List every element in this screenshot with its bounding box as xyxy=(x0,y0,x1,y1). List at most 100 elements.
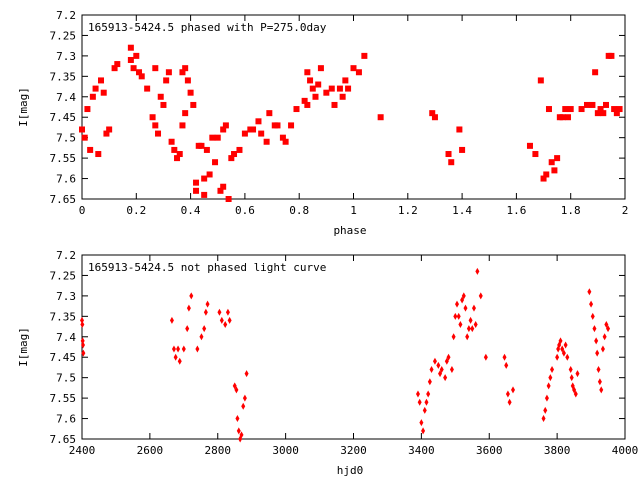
x-tick-label: 2400 xyxy=(69,444,96,457)
data-point xyxy=(526,142,533,149)
data-point xyxy=(328,85,335,92)
x-tick-label: 1.8 xyxy=(561,204,581,217)
data-point xyxy=(236,146,243,153)
data-point xyxy=(564,114,571,121)
data-point xyxy=(611,106,618,113)
data-point xyxy=(342,77,349,84)
data-point xyxy=(463,304,468,312)
data-point xyxy=(361,52,368,59)
data-point xyxy=(439,365,444,373)
data-point xyxy=(176,151,183,158)
data-points xyxy=(80,267,611,443)
data-point xyxy=(589,101,596,108)
data-point xyxy=(468,316,473,324)
data-point xyxy=(600,110,607,117)
data-point xyxy=(168,138,175,145)
data-point xyxy=(87,146,94,153)
data-point xyxy=(502,353,507,361)
data-point xyxy=(81,341,86,349)
data-point xyxy=(92,85,99,92)
data-point xyxy=(583,101,590,108)
data-point xyxy=(507,398,512,406)
data-point xyxy=(263,138,270,145)
data-point xyxy=(81,134,88,141)
data-point xyxy=(336,85,343,92)
data-point xyxy=(592,69,599,76)
data-point xyxy=(602,333,607,341)
data-point xyxy=(451,333,456,341)
data-point xyxy=(174,155,181,162)
data-point xyxy=(551,167,558,174)
data-point xyxy=(345,85,352,92)
data-point xyxy=(203,308,208,316)
y-tick-label: 7.25 xyxy=(50,269,77,282)
data-point xyxy=(111,65,118,72)
data-point xyxy=(355,69,362,76)
x-tick-label: 2600 xyxy=(137,444,164,457)
x-tick-label: 0.2 xyxy=(126,204,146,217)
data-point xyxy=(173,353,178,361)
x-tick-label: 0.6 xyxy=(235,204,255,217)
y-tick-label: 7.65 xyxy=(50,433,77,446)
data-point xyxy=(471,304,476,312)
data-point xyxy=(562,106,569,113)
data-point xyxy=(602,101,609,108)
data-point xyxy=(212,159,219,166)
data-point xyxy=(222,122,229,129)
data-point xyxy=(136,69,143,76)
data-point xyxy=(293,106,300,113)
data-point xyxy=(595,349,600,357)
data-point xyxy=(288,122,295,129)
data-point xyxy=(228,155,235,162)
data-point xyxy=(606,325,611,333)
data-point xyxy=(478,292,483,300)
plot-frame xyxy=(81,254,626,440)
y-tick-label: 7.5 xyxy=(56,372,76,385)
data-point xyxy=(331,101,338,108)
data-point xyxy=(235,415,240,423)
data-point xyxy=(616,106,623,113)
data-point xyxy=(201,175,208,182)
data-point xyxy=(597,378,602,386)
data-point xyxy=(179,69,186,76)
y-tick-label: 7.6 xyxy=(56,413,76,426)
data-point xyxy=(203,146,210,153)
data-point xyxy=(171,146,178,153)
x-tick-label: 3400 xyxy=(408,444,435,457)
data-point xyxy=(456,126,463,133)
data-point xyxy=(304,101,311,108)
data-point xyxy=(80,321,85,329)
unphased-light-curve-plot: 165913-5424.5 not phased light curve hjd… xyxy=(17,249,638,477)
data-point xyxy=(309,85,316,92)
data-point xyxy=(589,300,594,308)
data-point xyxy=(217,187,224,194)
data-point xyxy=(449,365,454,373)
data-point xyxy=(532,151,539,158)
data-point xyxy=(282,138,289,145)
data-point xyxy=(89,93,96,100)
data-point xyxy=(561,349,566,357)
data-point xyxy=(130,65,137,72)
data-point xyxy=(505,390,510,398)
data-point xyxy=(184,77,191,84)
data-point xyxy=(176,345,181,353)
data-point xyxy=(171,345,176,353)
data-point xyxy=(144,85,151,92)
data-point xyxy=(81,349,86,357)
data-point xyxy=(448,159,455,166)
data-point xyxy=(459,146,466,153)
data-point xyxy=(193,187,200,194)
data-point xyxy=(573,390,578,398)
data-point xyxy=(426,390,431,398)
data-point xyxy=(274,122,281,129)
data-point xyxy=(84,106,91,113)
data-point xyxy=(227,316,232,324)
data-point xyxy=(445,151,452,158)
x-tick-label: 3800 xyxy=(544,444,571,457)
data-point xyxy=(504,361,509,369)
data-point xyxy=(315,81,322,88)
y-tick-label: 7.25 xyxy=(50,29,77,42)
data-point xyxy=(279,134,286,141)
data-point xyxy=(432,357,437,365)
